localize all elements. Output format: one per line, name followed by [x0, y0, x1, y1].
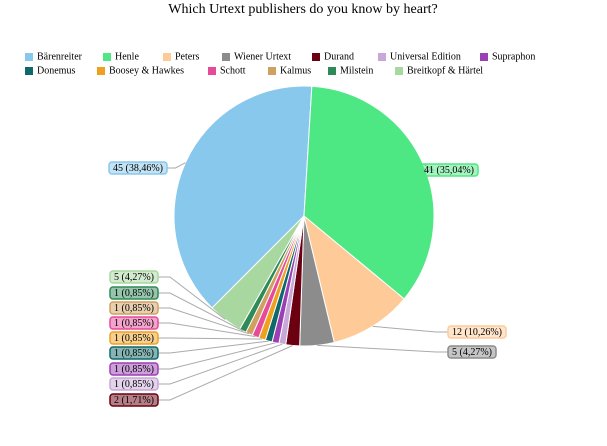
data-label-box [109, 331, 159, 345]
legend-swatch [480, 53, 488, 61]
legend-label: Supraphon [492, 51, 535, 62]
legend-label: Henle [115, 51, 139, 62]
data-label: 5 (4,27%) [114, 272, 154, 283]
data-label-box [109, 377, 159, 391]
leader-line [167, 162, 186, 169]
leader-line [317, 344, 448, 353]
legend-label: Donemus [37, 65, 75, 76]
leader-line [158, 345, 293, 401]
data-label: 1 (0,85%) [114, 348, 154, 359]
leader-line [158, 343, 283, 385]
data-label-box [109, 316, 159, 330]
data-label: 41 (35,04%) [424, 165, 474, 176]
legend-swatch [163, 53, 171, 61]
data-label-box [109, 362, 159, 376]
data-label: 1 (0,85%) [114, 318, 154, 329]
data-label-box [109, 393, 159, 407]
legend-swatch [395, 67, 403, 75]
legend-label: Peters [175, 51, 200, 62]
legend-label: Bärenreiter [37, 51, 83, 62]
data-label-box [109, 270, 159, 284]
data-label: 1 (0,85%) [114, 379, 154, 390]
data-label: 12 (10,26%) [452, 327, 502, 338]
data-label-box [109, 286, 159, 300]
legend-label: Wiener Urtext [234, 51, 291, 62]
data-label-box [109, 301, 159, 315]
leader-line [372, 325, 448, 333]
legend-label: Schott [220, 65, 246, 76]
leader-line [158, 307, 250, 335]
chart-title: Which Urtext publishers do you know by h… [168, 2, 437, 17]
legend-label: Breitkopf & Härtel [407, 65, 483, 76]
legend-label: Universal Edition [390, 51, 461, 62]
pie-slice [303, 214, 405, 344]
legend-label: Durand [324, 51, 354, 62]
leader-line [158, 322, 256, 338]
leader-line [158, 342, 276, 370]
legend-swatch [378, 53, 386, 61]
data-label-box [108, 161, 168, 175]
leader-line [158, 292, 244, 332]
legend-swatch [25, 53, 33, 61]
data-label-box [419, 163, 479, 177]
data-label: 1 (0,85%) [114, 303, 154, 314]
legend-swatch [328, 67, 336, 75]
data-label: 2 (1,71%) [114, 395, 154, 406]
data-label-box [447, 325, 507, 339]
leader-line [158, 337, 263, 340]
leader-line [158, 340, 269, 354]
legend-swatch [268, 67, 276, 75]
data-label: 1 (0,85%) [114, 288, 154, 299]
legend-label: Kalmus [280, 65, 311, 76]
legend-swatch [103, 53, 111, 61]
data-label: 45 (38,46%) [113, 163, 163, 174]
data-label: 1 (0,85%) [114, 364, 154, 375]
legend-swatch [222, 53, 230, 61]
legend-label: Milstein [340, 65, 373, 76]
leader-line [158, 276, 226, 320]
legend-swatch [312, 53, 320, 61]
legend-label: Boosey & Hawkes [109, 65, 184, 76]
legend-swatch [97, 67, 105, 75]
data-label: 5 (4,27%) [452, 347, 492, 358]
legend-swatch [208, 67, 216, 75]
data-label: 1 (0,85%) [114, 333, 154, 344]
legend-swatch [25, 67, 33, 75]
data-label-box [109, 346, 159, 360]
data-label-box [447, 345, 497, 359]
